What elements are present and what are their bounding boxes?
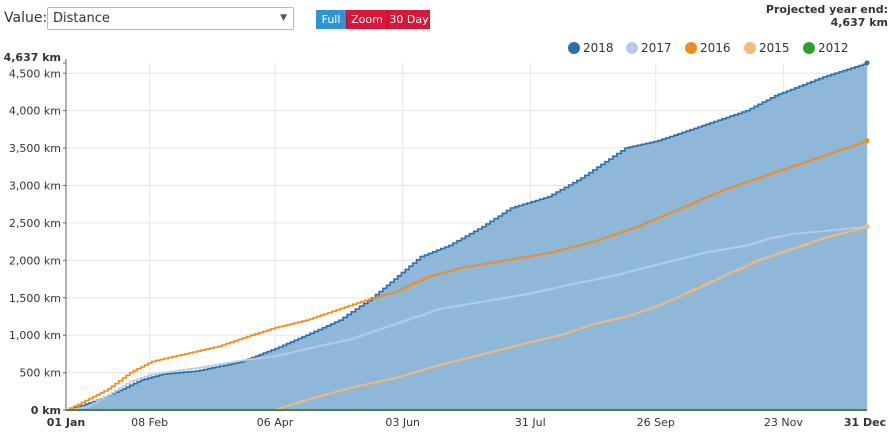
legend-marker [685,42,697,54]
legend-item-2015[interactable]: 2015 [744,41,790,55]
series-2018-line [66,63,868,411]
legend-item-2018[interactable]: 2018 [568,41,614,55]
legend-marker [568,42,580,54]
y-tick-label: 2,500 km [9,217,61,230]
range-buttons: Full Zoom 30 Day [316,10,430,29]
axes: 0 km 500 km 1,000 km 1,500 km 2,000 km 2,500 … [4,51,887,429]
legend-item-2012[interactable]: 2012 [803,41,849,55]
y-tick-label: 500 km [19,367,61,380]
legend-item-2017[interactable]: 2017 [626,41,672,55]
y-tick-label: 1,500 km [9,292,61,305]
chevron-down-icon: ▼ [280,13,287,23]
legend-label: 2018 [583,41,614,55]
legend-label: 2015 [759,41,790,55]
x-tick-label: 26 Sep [637,416,675,429]
x-tick-label: 31 Jul [515,416,546,429]
legend-marker [626,42,638,54]
legend-label: 2012 [818,41,849,55]
y-tick-label: 4,637 km [4,51,61,64]
x-tick-label: 01 Jan [47,416,85,429]
y-tick-label: 1,000 km [9,329,61,342]
projection-label: Projected year end: [765,3,888,16]
x-tick-label: 06 Apr [257,416,294,429]
value-label: Value: [4,10,48,26]
series-2015-line [66,226,868,411]
full-button[interactable]: Full [316,10,346,29]
toolbar: Value: Distance ▼ Full Zoom 30 Day Proje… [0,0,892,40]
legend-item-2016[interactable]: 2016 [685,41,731,55]
projection: Projected year end: 4,637 km [766,3,888,29]
x-tick-label: 31 Dec [844,416,886,429]
legend[interactable]: 2018 2017 2016 2015 2012 [568,41,849,55]
legend-label: 2017 [641,41,672,55]
series-2015-end-point [864,224,870,230]
thirty-day-button[interactable]: 30 Day [387,10,430,29]
y-tick-label: 4,500 km [9,67,61,80]
legend-marker [803,42,815,54]
x-tick-label: 23 Nov [764,416,803,429]
y-tick-label: 3,000 km [9,180,61,193]
series-2016-end-point [864,138,870,144]
y-tick-label: 0 km [31,404,61,417]
x-tick-label: 08 Feb [131,416,168,429]
value-select-text: Distance [53,11,110,26]
y-tick-label: 3,500 km [9,142,61,155]
zoom-button[interactable]: Zoom [346,10,387,29]
projection-value: 4,637 km [830,16,888,29]
legend-marker [744,42,756,54]
value-select[interactable]: Distance ▼ [47,7,294,30]
x-tick-label: 03 Jun [385,416,420,429]
y-tick-label: 2,000 km [9,254,61,267]
y-tick-label: 4,000 km [9,105,61,118]
series-2018-end-point [864,60,870,66]
series-2016-line [66,140,868,411]
series-2017-line [66,226,868,411]
legend-label: 2016 [700,41,731,55]
series-layer [66,60,870,411]
